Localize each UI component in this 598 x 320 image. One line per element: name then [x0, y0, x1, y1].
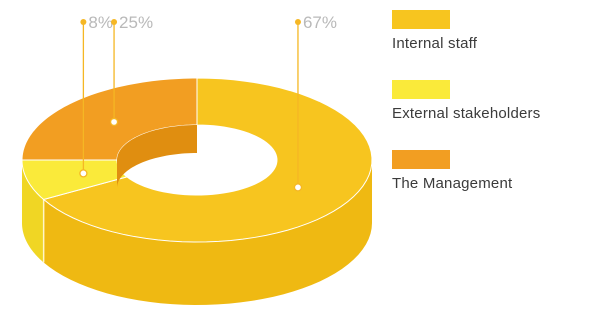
legend-label-external-stakeholders: External stakeholders [392, 105, 541, 122]
pct-label-external-stakeholders: 8% [88, 13, 113, 32]
outer-wall-internal-staff [43, 160, 372, 305]
pct-label-internal-staff: 67% [303, 13, 337, 32]
pct-label-the-management: 25% [119, 13, 153, 32]
inner-wall-the-management [117, 125, 197, 188]
legend-swatch-the-management [392, 150, 450, 169]
leader-dot-external-stakeholders [80, 19, 87, 25]
legend-label-internal-staff: Internal staff [392, 35, 478, 52]
legend-label-the-management: The Management [392, 175, 513, 192]
outer-wall-external-stakeholders [22, 160, 44, 263]
legend-item-internal-staff: Internal staff [392, 10, 477, 52]
leader-marker-internal-staff [293, 183, 303, 192]
leader-marker-the-management [109, 117, 119, 127]
legend-item-external-stakeholders: External stakeholders [392, 80, 540, 122]
leader-dot-the-management [111, 19, 118, 25]
legend-swatch-external-stakeholders [392, 80, 450, 99]
legend-item-the-management: The Management [392, 150, 512, 192]
leader-dot-internal-staff [294, 19, 301, 25]
leader-marker-external-stakeholders [79, 169, 88, 178]
legend-swatch-internal-staff [392, 10, 450, 29]
